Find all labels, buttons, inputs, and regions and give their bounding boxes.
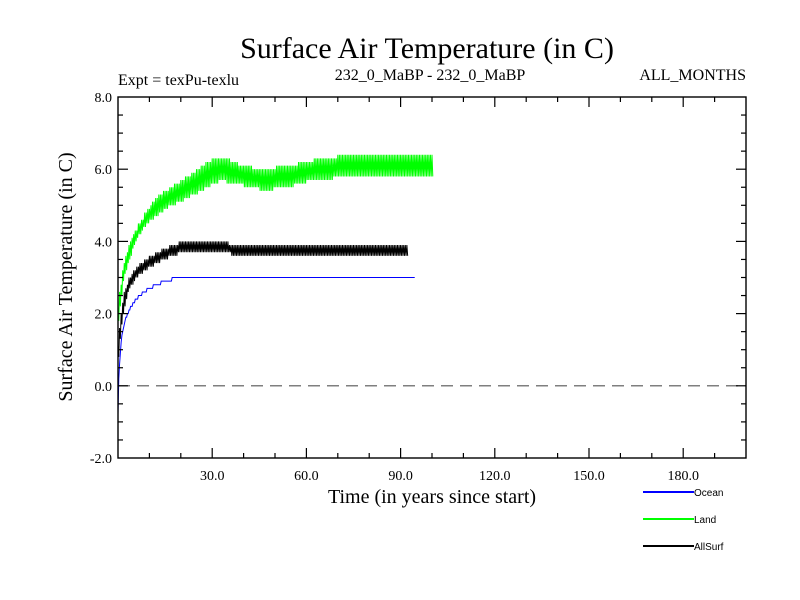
x-tick-label: 60.0 — [294, 469, 319, 484]
legend: Ocean Land AllSurf — [643, 488, 724, 553]
plot-area: 30.0 60.0 90.0 120.0 150.0 180.0 -2.0 0.0 2.0 4.0… — [90, 91, 747, 484]
x-tick-label: 90.0 — [388, 469, 413, 484]
y-tick-label: 6.0 — [95, 163, 113, 178]
x-axis-label: Time (in years since start) — [328, 486, 536, 508]
legend-label-land: Land — [694, 515, 716, 526]
y-tick-label: 8.0 — [95, 91, 113, 106]
y-tick-label: 2.0 — [95, 308, 113, 323]
chart-title: Surface Air Temperature (in C) — [240, 32, 614, 65]
x-tick-label: 150.0 — [573, 469, 605, 484]
series-line-allsurf — [117, 241, 409, 357]
legend-label-allsurf: AllSurf — [694, 542, 724, 553]
y-axis-label: Surface Air Temperature (in C) — [55, 152, 77, 401]
expt-label: Expt = texPu-texlu — [118, 72, 239, 89]
x-tick-label: 180.0 — [667, 469, 699, 484]
y-tick-label: -2.0 — [90, 452, 112, 467]
series-line-land — [117, 154, 434, 321]
x-tick-label: 120.0 — [479, 469, 511, 484]
y-tick-label: 4.0 — [95, 235, 113, 250]
y-tick-label: 0.0 — [95, 380, 113, 395]
months-label: ALL_MONTHS — [639, 67, 746, 84]
chart-subtitle: 232_0_MaBP - 232_0_MaBP — [335, 67, 526, 84]
legend-label-ocean: Ocean — [694, 488, 723, 499]
x-tick-label: 30.0 — [200, 469, 225, 484]
series-line-ocean — [117, 277, 415, 415]
